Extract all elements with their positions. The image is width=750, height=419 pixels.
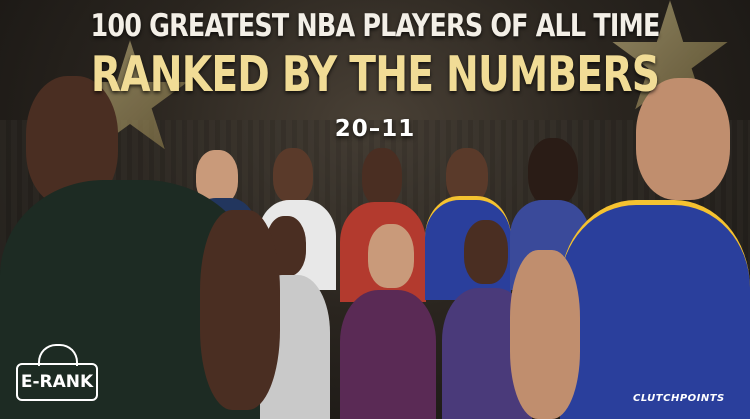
headline-title: 100 GREATEST NBA PLAYERS OF ALL TIME — [90, 8, 660, 44]
headline-subtitle: RANKED BY THE NUMBERS — [90, 46, 660, 103]
ranking-range: 20–11 — [334, 116, 416, 142]
clutchpoints-logo: CLUTCHPOINTS — [633, 393, 725, 404]
erank-logo: E-RANK — [16, 363, 98, 401]
